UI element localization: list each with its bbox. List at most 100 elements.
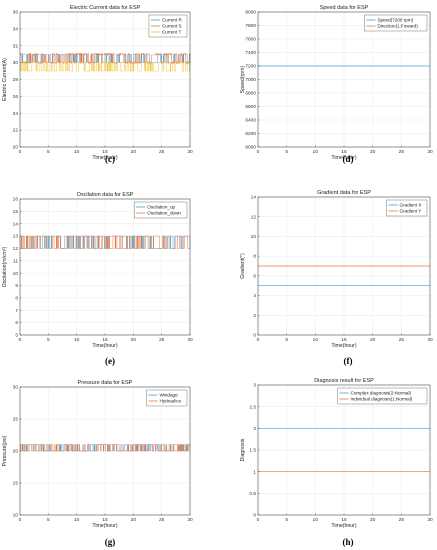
chart-title: Oscilation data for ESP (77, 192, 134, 198)
x-tick-label: 15 (102, 337, 108, 343)
legend-entry: Individual diagnosis(1:Normal) (351, 397, 413, 402)
y-tick-label: 10 (13, 513, 19, 519)
chart-title: Electric Current data for ESP (70, 5, 141, 11)
x-axis-label: Time(hour) (92, 155, 117, 161)
chart-title: Speed data for ESP (320, 5, 369, 11)
y-tick-label: 20 (13, 449, 19, 455)
panel-label: (c) (105, 154, 115, 164)
x-tick-label: 20 (370, 517, 376, 523)
x-tick-label: 10 (74, 149, 80, 155)
y-tick-label: 14 (13, 221, 19, 227)
x-tick-label: 25 (399, 337, 405, 343)
x-axis-label: Time(hour) (331, 155, 356, 161)
x-tick-label: 20 (370, 337, 376, 343)
y-tick-label: 14 (251, 195, 257, 201)
legend-entry: Speed(7200 rpm) (377, 18, 413, 23)
x-tick-label: 0 (19, 149, 22, 155)
x-tick-label: 30 (427, 337, 433, 343)
y-tick-label: 10 (13, 271, 19, 277)
x-tick-label: 30 (187, 517, 193, 523)
x-tick-label: 10 (313, 337, 319, 343)
legend-entry: Gradient Y (400, 209, 422, 214)
y-tick-label: 12 (13, 246, 19, 252)
y-tick-label: 6000 (245, 145, 256, 151)
y-tick-label: 22 (13, 128, 19, 134)
y-tick-label: 0.5 (249, 491, 256, 497)
x-tick-label: 30 (427, 149, 433, 155)
y-axis-label: Diagnosis (240, 438, 246, 461)
x-tick-label: 10 (313, 517, 319, 523)
y-tick-label: 11 (13, 258, 18, 264)
y-axis-label: Electric Current(A) (2, 58, 8, 101)
y-tick-label: 26 (13, 94, 19, 100)
y-tick-label: 7000 (245, 77, 256, 83)
x-tick-label: 20 (131, 149, 137, 155)
legend-box (386, 199, 428, 217)
x-tick-label: 20 (131, 337, 137, 343)
chart-d: 0 5 10 15 20 25 30 6000 6200 6400 6600 6800 7000 7200… (240, 5, 433, 164)
x-tick-label: 5 (47, 149, 50, 155)
series-line-oscilation-down (20, 235, 190, 249)
x-tick-label: 10 (74, 337, 80, 343)
legend: Complex diagnosis(2:Normal)Individual di… (337, 387, 428, 405)
panel-label: (d) (343, 154, 354, 164)
chart-h: 0 5 10 15 20 25 30 0 0.5 1 1.5 2 2.5 3 Diagnosis resul… (240, 378, 433, 547)
x-tick-label: 5 (285, 149, 288, 155)
x-tick-label: 25 (159, 149, 165, 155)
y-tick-label: 6400 (245, 118, 256, 124)
y-tick-label: 7 (15, 308, 18, 314)
y-tick-label: 8 (15, 296, 18, 302)
y-tick-label: 2.5 (249, 404, 256, 410)
x-axis-label: Time(hour) (331, 523, 356, 529)
x-tick-label: 5 (47, 517, 50, 523)
legend-box (146, 389, 188, 407)
y-tick-label: 0 (253, 513, 256, 519)
y-tick-label: 24 (13, 111, 19, 117)
y-tick-label: 1.5 (249, 448, 256, 454)
y-tick-label: 15 (13, 209, 19, 215)
x-tick-label: 5 (285, 337, 288, 343)
y-tick-label: 7600 (245, 37, 256, 43)
y-tick-label: 16 (13, 197, 19, 203)
legend-entry: Windage (160, 393, 179, 398)
x-tick-label: 5 (285, 517, 288, 523)
y-tick-label: 7400 (245, 50, 256, 56)
y-tick-label: 36 (13, 10, 19, 16)
legend-box (337, 387, 428, 405)
y-tick-label: 8 (253, 254, 256, 260)
legend: Speed(7200 rpm)Direction(1:Foward) (364, 14, 428, 32)
legend-entry: Direction(1:Foward) (377, 24, 418, 29)
x-tick-label: 0 (257, 337, 260, 343)
y-tick-label: 2 (253, 426, 256, 432)
y-tick-label: 3 (253, 383, 256, 389)
legend-entry: Gradient X (400, 203, 422, 208)
y-tick-label: 15 (13, 481, 19, 487)
y-tick-label: 25 (13, 417, 19, 423)
y-axis-label: Speed(rpm) (240, 66, 246, 94)
y-tick-label: 6 (15, 320, 18, 326)
y-tick-label: 2 (253, 313, 256, 319)
legend-entry: Current S (162, 24, 182, 29)
y-tick-label: 9 (15, 283, 18, 289)
chart-title: Gradient data for ESP (317, 190, 371, 196)
x-tick-label: 30 (187, 337, 193, 343)
chart-title: Diagnosis result for ESP (314, 378, 374, 384)
chart-e: 0 5 10 15 20 25 305678910111213141516Oscilatio… (2, 192, 193, 366)
legend-entry: Oscilation_down (147, 211, 181, 216)
y-tick-label: 0 (253, 333, 256, 339)
y-tick-label: 4 (253, 293, 256, 299)
legend-entry: Current T (162, 30, 182, 35)
x-tick-label: 0 (257, 149, 260, 155)
y-tick-label: 13 (13, 234, 19, 240)
y-tick-label: 34 (13, 26, 19, 32)
legend-entry: Oscilation_up (147, 205, 175, 210)
x-tick-label: 0 (19, 517, 22, 523)
x-axis-label: Time(hour) (92, 343, 117, 349)
x-tick-label: 15 (102, 149, 108, 155)
x-tick-label: 15 (341, 517, 347, 523)
legend-box (364, 14, 428, 32)
chart-c: 0 5 10 15 20 25 30 20 22 24 26 28 30 32 34 36 Electric C… (2, 5, 193, 164)
